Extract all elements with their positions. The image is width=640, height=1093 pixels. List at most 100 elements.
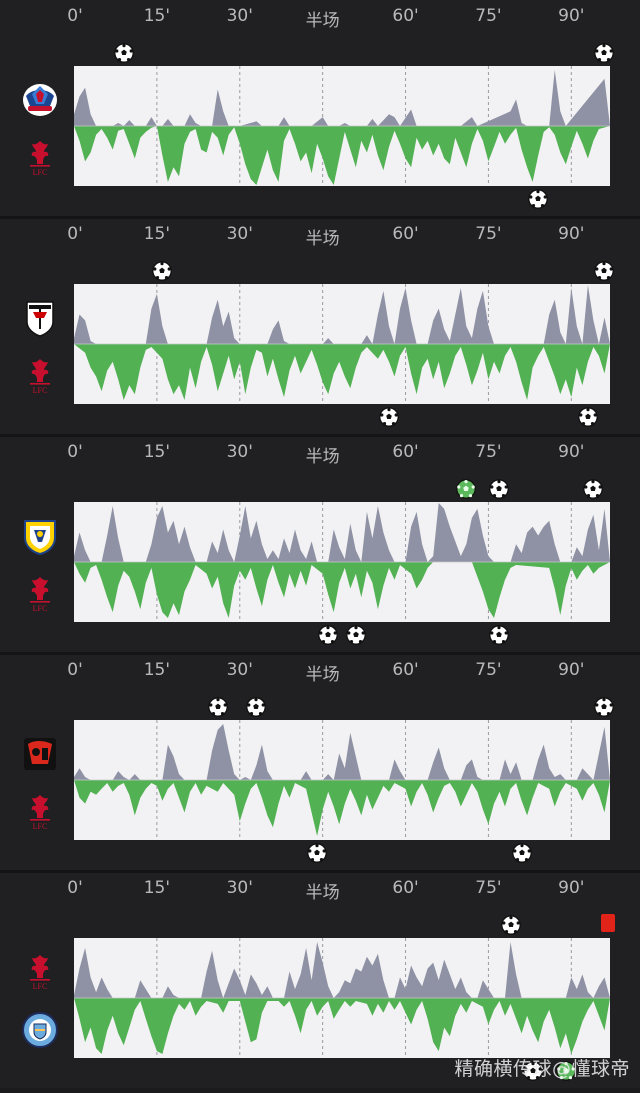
goal-ball-icon xyxy=(594,43,615,63)
time-tick-label: 90' xyxy=(558,660,585,680)
goal-ball-icon xyxy=(152,261,173,281)
liverpool-badge-icon: LFC xyxy=(20,574,60,614)
own-goal-icon xyxy=(456,479,477,499)
goal-ball-icon xyxy=(594,697,615,717)
liverpool-badge-icon: LFC xyxy=(20,792,60,832)
time-tick-label: 90' xyxy=(558,6,585,26)
goal-ball-icon xyxy=(113,43,134,63)
panel-divider xyxy=(0,870,640,873)
momentum-panel: 0' 15' 30' 半场 60' 75' 90' LFC xyxy=(0,872,640,1088)
manchester-city-badge-icon xyxy=(20,1010,60,1050)
goal-ball-icon xyxy=(594,261,615,281)
away-momentum-area xyxy=(74,780,610,836)
time-tick-label: 半场 xyxy=(305,883,340,903)
time-tick-label: 60' xyxy=(392,442,419,462)
svg-text:LFC: LFC xyxy=(33,822,48,831)
time-tick-label: 15' xyxy=(143,660,171,680)
goal-ball-icon xyxy=(489,625,510,645)
leeds-united-badge-icon xyxy=(20,516,60,556)
time-tick-label: 75' xyxy=(475,660,502,680)
time-axis: 0' 15' 30' 半场 60' 75' 90' xyxy=(0,872,640,912)
home-momentum-area xyxy=(74,942,610,998)
time-axis: 0' 15' 30' 半场 60' 75' 90' xyxy=(0,654,640,694)
momentum-panel: 0' 15' 30' 半场 60' 75' 90' LFC xyxy=(0,654,640,870)
home-momentum-area xyxy=(74,70,610,126)
own-goal-icon xyxy=(555,1061,576,1081)
momentum-panel: 0' 15' 30' 半场 60' 75' 90' LFC xyxy=(0,436,640,652)
time-tick-label: 75' xyxy=(475,442,502,462)
away-momentum-area xyxy=(74,344,610,400)
time-tick-label: 75' xyxy=(475,6,502,26)
goal-ball-icon xyxy=(500,915,521,935)
svg-text:LFC: LFC xyxy=(33,168,48,177)
time-tick-label: 90' xyxy=(558,878,585,898)
away-momentum-area xyxy=(74,998,610,1054)
time-axis: 0' 15' 30' 半场 60' 75' 90' xyxy=(0,218,640,258)
bournemouth-badge-icon xyxy=(20,734,60,774)
time-tick-label: 90' xyxy=(558,224,585,244)
liverpool-badge-icon: LFC xyxy=(20,356,60,396)
panel-divider xyxy=(0,652,640,655)
liverpool-badge-icon: LFC xyxy=(20,138,60,178)
home-momentum-area xyxy=(74,724,610,780)
time-axis: 0' 15' 30' 半场 60' 75' 90' xyxy=(0,0,640,40)
liverpool-badge-icon: LFC xyxy=(20,952,60,992)
momentum-panel: 0' 15' 30' 半场 60' 75' 90' LFC xyxy=(0,0,640,216)
momentum-svg xyxy=(74,938,610,1058)
time-tick-label: 30' xyxy=(226,878,253,898)
momentum-chart xyxy=(74,720,610,840)
time-tick-label: 60' xyxy=(392,6,419,26)
time-tick-label: 0' xyxy=(67,6,83,26)
goal-ball-icon xyxy=(583,479,604,499)
time-tick-label: 半场 xyxy=(305,665,340,685)
time-tick-label: 30' xyxy=(226,660,253,680)
momentum-svg xyxy=(74,66,610,186)
time-tick-label: 半场 xyxy=(305,229,340,249)
svg-text:LFC: LFC xyxy=(33,386,48,395)
time-tick-label: 15' xyxy=(143,878,171,898)
time-tick-label: 30' xyxy=(226,442,253,462)
time-tick-label: 60' xyxy=(392,878,419,898)
momentum-panel: 0' 15' 30' 半场 60' 75' 90' LFC xyxy=(0,218,640,434)
time-tick-label: 30' xyxy=(226,6,253,26)
momentum-chart xyxy=(74,284,610,404)
time-tick-label: 75' xyxy=(475,224,502,244)
momentum-chart xyxy=(74,66,610,186)
svg-text:LFC: LFC xyxy=(33,604,48,613)
goal-ball-icon xyxy=(379,407,399,427)
fulham-badge-icon xyxy=(20,298,60,338)
time-tick-label: 0' xyxy=(67,660,83,680)
time-tick-label: 15' xyxy=(143,6,171,26)
time-tick-label: 0' xyxy=(67,442,83,462)
momentum-chart xyxy=(74,502,610,622)
red-card-icon xyxy=(601,914,615,932)
goal-ball-icon xyxy=(528,189,549,209)
goal-ball-icon xyxy=(246,697,267,717)
time-tick-label: 半场 xyxy=(305,11,340,31)
goal-ball-icon xyxy=(578,407,598,427)
panel-divider xyxy=(0,434,640,437)
time-tick-label: 0' xyxy=(67,878,83,898)
time-axis: 0' 15' 30' 半场 60' 75' 90' xyxy=(0,436,640,476)
away-momentum-area xyxy=(74,126,610,185)
time-tick-label: 30' xyxy=(226,224,253,244)
goal-ball-icon xyxy=(345,625,366,645)
time-tick-label: 90' xyxy=(558,442,585,462)
watermark: 精确横传球@懂球帝 xyxy=(454,1058,630,1080)
time-tick-label: 0' xyxy=(67,224,83,244)
time-tick-label: 60' xyxy=(392,224,419,244)
goal-ball-icon xyxy=(307,843,327,863)
crystal-palace-badge-icon xyxy=(20,80,60,120)
goal-ball-icon xyxy=(522,1061,543,1081)
goal-ball-icon xyxy=(207,697,228,717)
svg-text:LFC: LFC xyxy=(33,982,48,991)
time-tick-label: 15' xyxy=(143,224,171,244)
panel-divider xyxy=(0,216,640,219)
home-momentum-area xyxy=(74,503,610,562)
away-momentum-area xyxy=(74,562,610,618)
time-tick-label: 75' xyxy=(475,878,502,898)
home-momentum-area xyxy=(74,285,610,344)
momentum-svg xyxy=(74,720,610,840)
goal-ball-icon xyxy=(511,843,532,863)
momentum-chart xyxy=(74,938,610,1058)
